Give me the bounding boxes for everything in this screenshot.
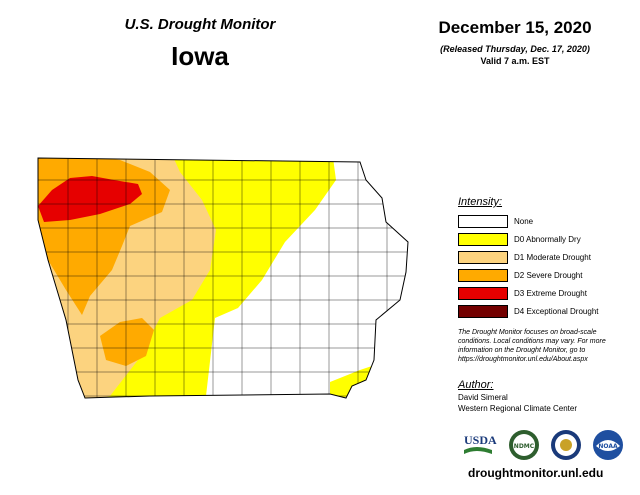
legend-swatch xyxy=(458,304,508,318)
legend-swatch xyxy=(458,214,508,228)
author-org: Western Regional Climate Center xyxy=(458,404,578,413)
legend-item-d1: D1 Moderate Drought xyxy=(458,248,599,266)
svg-text:NOAA: NOAA xyxy=(598,443,618,450)
author-block: Author: David Simeral Western Regional C… xyxy=(458,380,577,414)
author-title: Author: xyxy=(458,379,494,391)
ndmc-logo: NDMC xyxy=(509,430,539,460)
release-date: (Released Thursday, Dec. 17, 2020) xyxy=(440,44,590,54)
legend-item-d2: D2 Severe Drought xyxy=(458,266,599,284)
valid-time: Valid 7 a.m. EST xyxy=(480,56,550,66)
legend-label: None xyxy=(514,216,534,226)
usda-logo: USDA xyxy=(464,433,497,454)
noaa-logo: NOAA xyxy=(593,430,623,460)
legend-label: D3 Extreme Drought xyxy=(514,288,587,298)
legend-item-none: None xyxy=(458,212,599,230)
legend-label: D2 Severe Drought xyxy=(514,270,583,280)
region-d3 xyxy=(38,176,142,222)
product-title: U.S. Drought Monitor xyxy=(124,16,276,33)
legend-label: D0 Abnormally Dry xyxy=(514,234,581,244)
legend: Intensity: None D0 Abnormally Dry D1 Mod… xyxy=(458,196,599,320)
legend-swatch xyxy=(458,268,508,282)
legend-swatch xyxy=(458,250,508,264)
state-title: Iowa xyxy=(171,41,229,71)
svg-text:USDA: USDA xyxy=(464,433,497,447)
svg-text:NDMC: NDMC xyxy=(514,443,535,450)
legend-title: Intensity: xyxy=(458,196,503,208)
legend-item-d0: D0 Abnormally Dry xyxy=(458,230,599,248)
state-outline xyxy=(37,157,409,399)
region-d2-south xyxy=(100,318,154,366)
legend-label: D1 Moderate Drought xyxy=(514,252,591,262)
doc-seal xyxy=(551,430,581,460)
legend-swatch xyxy=(458,286,508,300)
legend-item-d3: D3 Extreme Drought xyxy=(458,284,599,302)
author-name: David Simeral xyxy=(458,393,508,402)
agency-logos: USDA NDMC NOAA xyxy=(464,430,623,460)
map-date: December 15, 2020 xyxy=(438,18,592,37)
legend-swatch xyxy=(458,232,508,246)
legend-label: D4 Exceptional Drought xyxy=(514,306,599,316)
header-right: December 15, 2020 (Released Thursday, De… xyxy=(420,18,610,66)
header-left: U.S. Drought Monitor Iowa xyxy=(95,16,305,72)
legend-item-d4: D4 Exceptional Drought xyxy=(458,302,599,320)
website-url[interactable]: droughtmonitor.unl.edu xyxy=(468,466,604,480)
iowa-drought-map xyxy=(37,157,409,399)
disclaimer-note: The Drought Monitor focuses on broad-sca… xyxy=(458,329,606,363)
county-grid xyxy=(38,158,408,398)
